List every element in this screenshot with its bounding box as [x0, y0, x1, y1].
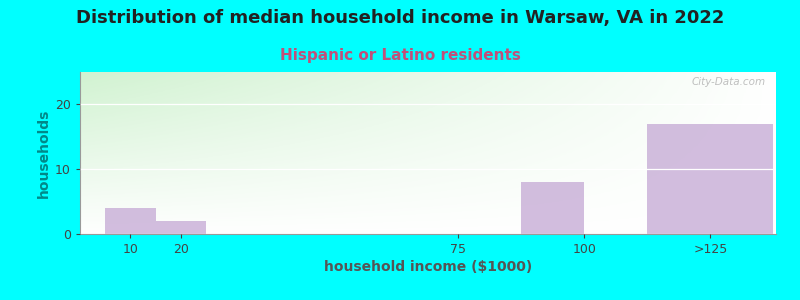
Text: Distribution of median household income in Warsaw, VA in 2022: Distribution of median household income … [76, 9, 724, 27]
X-axis label: household income ($1000): household income ($1000) [324, 260, 532, 274]
Bar [106, 208, 156, 234]
Bar [156, 221, 206, 234]
Text: City-Data.com: City-Data.com [691, 77, 766, 87]
Text: Hispanic or Latino residents: Hispanic or Latino residents [279, 48, 521, 63]
Bar [647, 124, 774, 234]
Y-axis label: households: households [37, 108, 51, 198]
Bar [522, 182, 584, 234]
